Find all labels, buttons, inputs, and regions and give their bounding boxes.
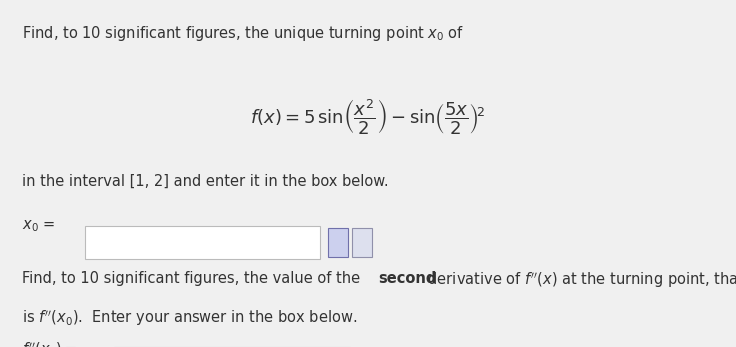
Text: in the interval [1, 2] and enter it in the box below.: in the interval [1, 2] and enter it in t… [22, 174, 389, 188]
Text: $x_0$ =: $x_0$ = [22, 219, 55, 234]
Text: Find, to 10 significant figures, the value of the: Find, to 10 significant figures, the val… [22, 271, 365, 286]
Text: $f(x) = 5\,\sin\!\left(\dfrac{x^2}{2}\right) - \sin\!\left(\dfrac{5x}{2}\right)^: $f(x) = 5\,\sin\!\left(\dfrac{x^2}{2}\ri… [250, 97, 486, 136]
Text: is $f''(x_0)$.  Enter your answer in the box below.: is $f''(x_0)$. Enter your answer in the … [22, 309, 357, 328]
Text: second: second [378, 271, 436, 286]
Text: derivative of $f''(x)$ at the turning point, that: derivative of $f''(x)$ at the turning po… [423, 271, 736, 290]
Text: $f''(x_0) =$: $f''(x_0) =$ [22, 340, 77, 347]
Text: Find, to 10 significant figures, the unique turning point $x_0$ of: Find, to 10 significant figures, the uni… [22, 24, 464, 43]
